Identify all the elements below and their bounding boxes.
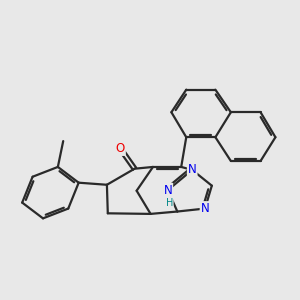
Text: O: O	[116, 142, 125, 155]
Text: N: N	[164, 184, 172, 196]
Text: N: N	[201, 202, 209, 215]
Text: H: H	[166, 198, 173, 208]
Text: N: N	[188, 164, 197, 176]
